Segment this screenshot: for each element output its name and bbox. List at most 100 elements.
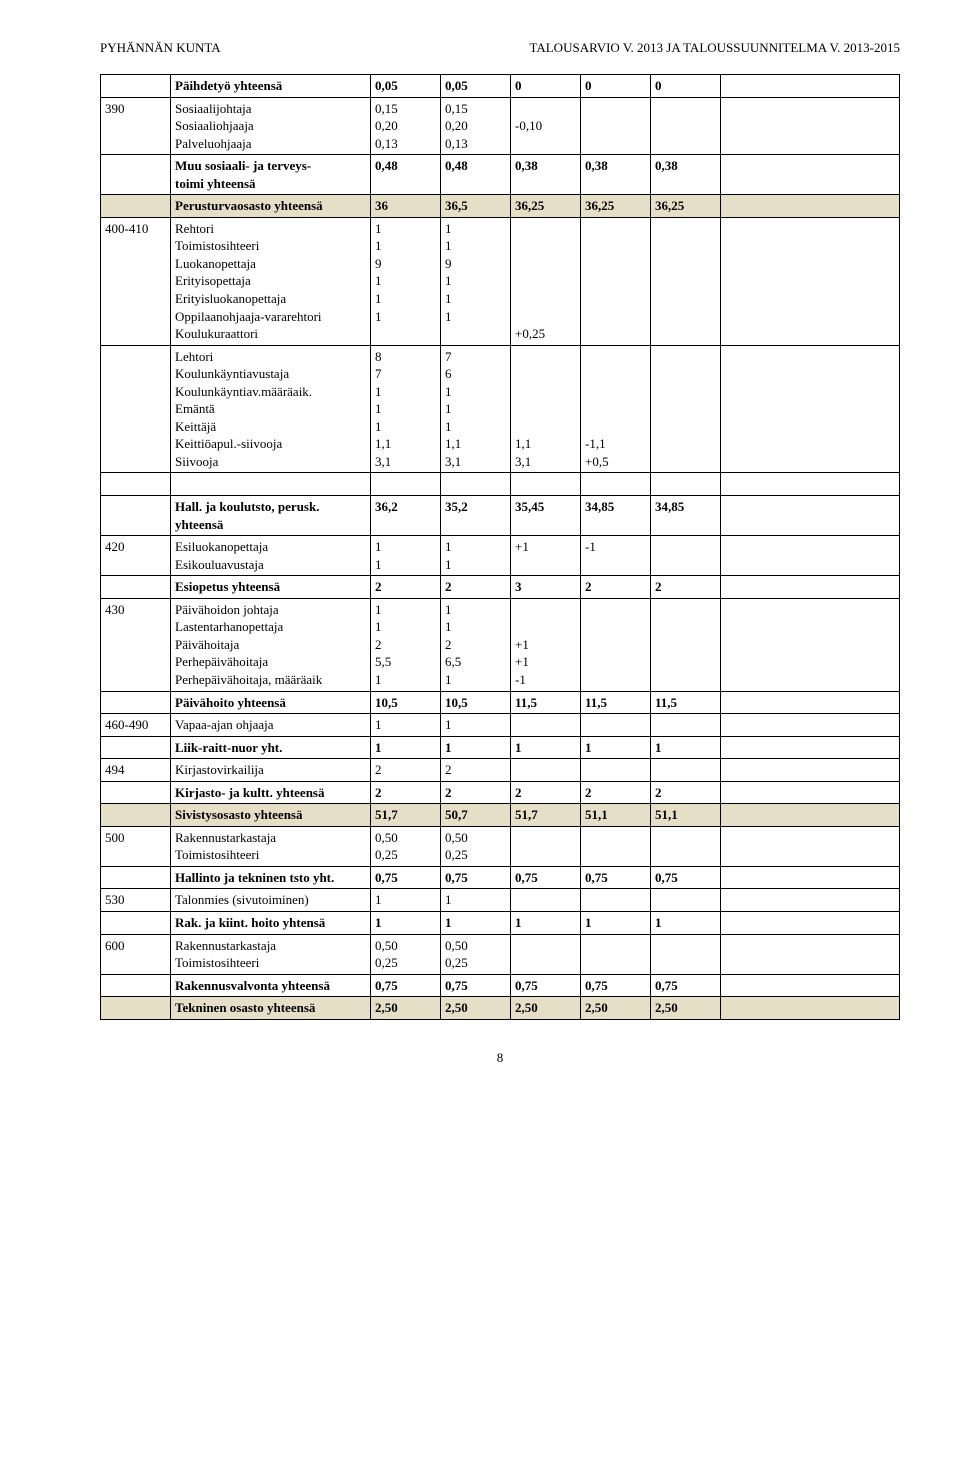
row-value xyxy=(581,217,651,345)
row-value-line: -1 xyxy=(515,671,576,689)
row-value xyxy=(511,759,581,782)
row-value-line: 0 xyxy=(655,77,716,95)
row-value-line: 9 xyxy=(445,255,506,273)
row-extra-line xyxy=(725,694,895,712)
row-value-line: 2 xyxy=(445,578,506,596)
row-value-line: 1 xyxy=(445,272,506,290)
row-label-line: Luokanopettaja xyxy=(175,255,366,273)
row-value-line xyxy=(515,400,576,418)
table-row: Hallinto ja tekninen tsto yht.0,750,750,… xyxy=(101,866,900,889)
row-value-line: 0,05 xyxy=(375,77,436,95)
row-value: 871111,13,1 xyxy=(371,345,441,473)
row-value: 1 xyxy=(371,911,441,934)
row-code xyxy=(101,195,171,218)
row-code xyxy=(101,804,171,827)
table-row: Liik-raitt-nuor yht.11111 xyxy=(101,736,900,759)
row-value xyxy=(511,934,581,974)
page-header: PYHÄNNÄN KUNTA TALOUSARVIO V. 2013 JA TA… xyxy=(100,40,900,56)
row-value-line: 3,1 xyxy=(445,453,506,471)
row-value xyxy=(651,217,721,345)
row-value-line: 10,5 xyxy=(445,694,506,712)
table-row: Päihdetyö yhteensä0,050,05000 xyxy=(101,75,900,98)
row-value: 1 xyxy=(651,736,721,759)
row-value-line xyxy=(515,308,576,326)
table-row: 494Kirjastovirkailija22 xyxy=(101,759,900,782)
row-extra xyxy=(721,781,900,804)
row-label: Kirjasto- ja kultt. yhteensä xyxy=(171,781,371,804)
row-value-line: -1,1 xyxy=(585,435,646,453)
row-value xyxy=(651,826,721,866)
header-right: TALOUSARVIO V. 2013 JA TALOUSSUUNNITELMA… xyxy=(529,40,900,56)
row-label-line: Toimistosihteeri xyxy=(175,846,366,864)
row-value-line: 1 xyxy=(445,556,506,574)
spacer-cell xyxy=(371,473,441,496)
row-label-line: Päivähoito yhteensä xyxy=(175,694,366,712)
row-value-line: 1 xyxy=(445,418,506,436)
row-value: 51,1 xyxy=(581,804,651,827)
row-value-line xyxy=(585,937,646,955)
row-label-line: Tekninen osasto yhteensä xyxy=(175,999,366,1017)
row-value: 1 xyxy=(441,736,511,759)
row-value-line: 36,2 xyxy=(375,498,436,516)
row-value: 1 xyxy=(441,911,511,934)
row-value-line: 1 xyxy=(445,716,506,734)
row-value: 0,05 xyxy=(441,75,511,98)
row-value xyxy=(511,889,581,912)
row-value: 3 xyxy=(511,576,581,599)
row-value-line: 0,75 xyxy=(515,977,576,995)
table-row: 600RakennustarkastajaToimistosihteeri0,5… xyxy=(101,934,900,974)
row-value: 2 xyxy=(441,781,511,804)
row-label-line: Muu sosiaali- ja terveys- xyxy=(175,157,366,175)
row-value-line: 1 xyxy=(445,383,506,401)
row-value: 2 xyxy=(581,576,651,599)
row-value-line: 0,50 xyxy=(375,937,436,955)
row-value: 0,38 xyxy=(651,155,721,195)
row-value: 0,75 xyxy=(441,866,511,889)
row-value xyxy=(581,934,651,974)
row-value: 51,1 xyxy=(651,804,721,827)
row-value: 0 xyxy=(581,75,651,98)
row-value-line: 0,75 xyxy=(375,977,436,995)
row-extra-line xyxy=(725,739,895,757)
row-value-line: 1 xyxy=(655,914,716,932)
row-code xyxy=(101,911,171,934)
row-extra-line xyxy=(725,914,895,932)
row-value-line: 0 xyxy=(515,77,576,95)
row-value-line xyxy=(585,220,646,238)
row-value-line: 0,25 xyxy=(445,954,506,972)
row-value xyxy=(581,714,651,737)
row-extra-line xyxy=(725,806,895,824)
row-value: 51,7 xyxy=(371,804,441,827)
row-code xyxy=(101,736,171,759)
row-extra xyxy=(721,536,900,576)
row-code xyxy=(101,155,171,195)
row-value-line: 2,50 xyxy=(445,999,506,1017)
row-label: Kirjastovirkailija xyxy=(171,759,371,782)
row-value-line xyxy=(585,365,646,383)
spacer-cell xyxy=(721,473,900,496)
row-value-line: 0 xyxy=(585,77,646,95)
row-value-line: 11,5 xyxy=(515,694,576,712)
row-value-line xyxy=(515,601,576,619)
row-value-line xyxy=(515,383,576,401)
row-value: +1 xyxy=(511,536,581,576)
row-value-line: 0,25 xyxy=(375,954,436,972)
row-extra xyxy=(721,736,900,759)
row-value-line: 1 xyxy=(585,739,646,757)
row-value-line: 34,85 xyxy=(655,498,716,516)
row-label-line: Sosiaalijohtaja xyxy=(175,100,366,118)
row-value-line: 2,50 xyxy=(375,999,436,1017)
row-extra-line xyxy=(725,197,895,215)
row-value-line xyxy=(515,135,576,153)
row-value: 10,5 xyxy=(371,691,441,714)
row-value-line xyxy=(375,325,436,343)
row-value: 11 xyxy=(371,536,441,576)
row-value-line xyxy=(515,556,576,574)
row-value-line xyxy=(655,891,716,909)
row-value-line: 1 xyxy=(375,538,436,556)
row-value-line: 7 xyxy=(445,348,506,366)
row-value-line: 0,75 xyxy=(445,869,506,887)
row-extra xyxy=(721,866,900,889)
row-label-line: Esiluokanopettaja xyxy=(175,538,366,556)
row-value: 36,25 xyxy=(581,195,651,218)
